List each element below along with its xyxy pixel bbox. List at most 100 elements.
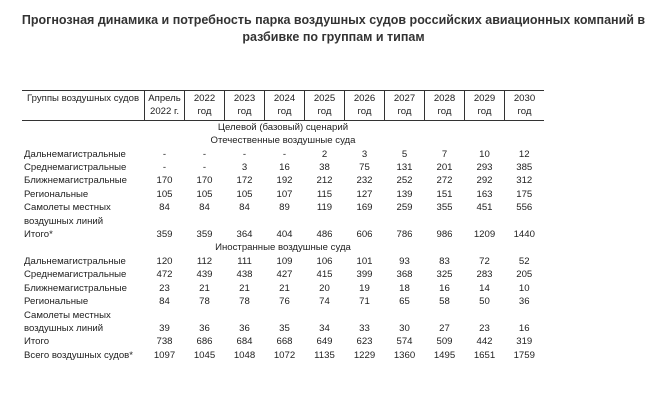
cell: 52 [518,255,530,267]
cell: 119 [316,202,333,214]
cell: 112 [196,255,213,267]
cell: 364 [236,229,253,241]
column-header: 2023 год [224,90,265,121]
cell: - [162,162,167,174]
cell: 127 [356,188,373,200]
cell: 1440 [513,229,535,241]
row-label: Самолеты местных воздушных линий [24,202,111,227]
cell: 23 [159,282,170,294]
cell: 355 [436,202,453,214]
cell: 36 [518,296,530,308]
cell: 232 [356,175,373,187]
row-label: Дальнемагистральные [24,148,126,160]
cell: 404 [276,229,293,241]
cell: 399 [356,269,373,281]
cell: - [282,148,287,160]
column-header: 2030 год [504,90,544,121]
cell: 442 [476,336,493,348]
cell: 3 [241,162,248,174]
cell: 509 [436,336,453,348]
data-row: Региональные 105 105 105 107 115 127 139 151 163 1… [22,188,544,201]
cell: 212 [316,175,333,187]
cell: 20 [319,282,330,294]
data-row: Ближнемагистральные 170 170 172 192 212 232 252… [22,174,544,187]
row-label: Итого [24,336,50,348]
cell: 427 [276,269,293,281]
header-row: Группы воздушных судов Апрель 2022 г. 2022… [22,90,544,121]
cell: 786 [396,229,413,241]
cell: 415 [316,269,333,281]
cell: 89 [279,202,290,214]
column-header: 2024 год [264,90,305,121]
cell: 472 [156,269,173,281]
cell: 606 [356,229,373,241]
table-body: Целевой (базовый) сценарий Отечественные … [22,120,544,362]
cell: 10 [518,282,530,294]
cell: 252 [396,175,413,187]
cell: 71 [359,296,370,308]
row-label: Региональные [24,188,89,200]
cell: 39 [159,322,170,334]
cell: 34 [319,322,330,334]
column-header: 2025 год [304,90,345,121]
cell: 16 [518,322,530,334]
cell: 5 [401,148,408,160]
cell: 686 [196,336,213,348]
cell: 21 [279,282,290,294]
title: Прогнозная динамика и потребность парка … [21,13,646,44]
data-row: Самолеты местных воздушных линий 84 84 84 89… [22,201,544,228]
cell: - [202,162,207,174]
column-header: 2027 год [384,90,425,121]
column-header: 2029 год [464,90,505,121]
cell: 439 [196,269,213,281]
cell: 986 [436,229,453,241]
cell: 7 [441,148,448,160]
cell: 259 [396,202,413,214]
row-label: Самолеты местных воздушных линий [24,309,111,334]
data-row: Региональные 84 78 78 76 74 71 65 58 50 36 [22,295,544,308]
cell: 78 [239,296,250,308]
cell: 111 [237,255,252,267]
cell: 106 [316,255,333,267]
cell: 115 [316,188,333,200]
section-title: Иностранные воздушные суда [215,242,351,254]
cell: 21 [199,282,210,294]
cell: 75 [359,162,370,174]
cell: 1229 [353,349,376,361]
data-row: Ближнемагистральные 23 21 21 21 20 19 18 16 14 10 [22,282,544,295]
cell: 33 [359,322,370,334]
cell: 105 [236,188,253,200]
cell: 109 [276,255,293,267]
row-label: Ближнемагистральные [24,282,127,294]
cell: 359 [156,229,173,241]
cell: 1495 [433,349,456,361]
cell: 170 [156,175,173,187]
cell: 27 [439,322,450,334]
cell: 3 [361,148,368,160]
data-row: Самолеты местных воздушных линий 39 36 36 35… [22,309,544,336]
cell: 1209 [473,229,496,241]
cell: 10 [479,148,490,160]
column-header: Группы воздушных судов [22,90,145,121]
section-title: Отечественные воздушные суда [210,135,356,147]
data-row: Среднемагистральные - - 3 16 38 75 131 201 293 385 [22,161,544,174]
cell: 272 [436,175,453,187]
cell: 101 [356,255,373,267]
cell: 574 [396,336,413,348]
cell: 1759 [513,349,535,361]
cell: 65 [399,296,410,308]
row-label: Дальнемагистральные [24,255,126,267]
cell: 649 [316,336,333,348]
cell: 120 [156,255,173,267]
cell: 35 [279,322,290,334]
cell: 84 [159,202,170,214]
data-row: Дальнемагистральные - - - - 2 3 5 7 10 12 [22,148,544,161]
cell: 668 [276,336,293,348]
cell: 12 [518,148,530,160]
cell: 486 [316,229,333,241]
cell: 1360 [393,349,416,361]
cell: 1651 [473,349,496,361]
cell: 84 [159,296,170,308]
column-header: Апрель 2022 г. [144,90,185,121]
